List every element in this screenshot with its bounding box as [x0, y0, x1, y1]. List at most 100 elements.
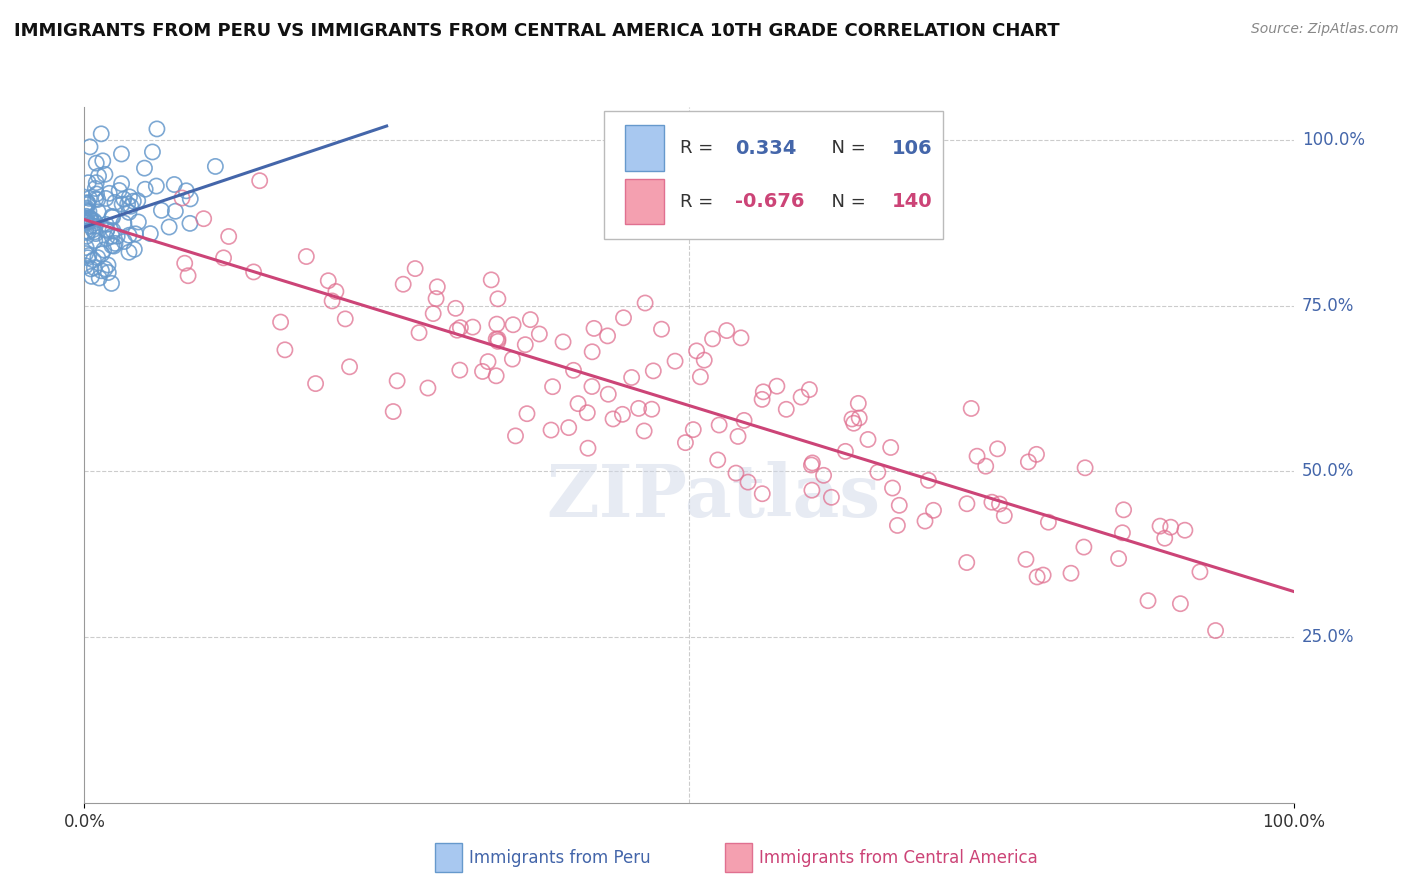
Point: [75, 229, 97, 244]
Point: [1017, 455, 1039, 469]
Point: [127, 194, 149, 208]
Point: [416, 381, 439, 395]
Point: [576, 406, 599, 420]
Point: [627, 401, 650, 416]
Point: [96, 231, 118, 245]
Bar: [725, 843, 752, 872]
Point: [766, 379, 789, 393]
Point: [541, 379, 564, 393]
Point: [145, 179, 167, 194]
Point: [1015, 552, 1038, 566]
Point: [1025, 447, 1047, 461]
Point: [866, 465, 889, 479]
Point: [141, 145, 163, 159]
Point: [1112, 503, 1135, 517]
Point: [146, 122, 169, 136]
Point: [87, 204, 110, 219]
Point: [112, 235, 135, 249]
Text: R =: R =: [681, 139, 720, 157]
Point: [124, 227, 146, 241]
Point: [641, 402, 664, 417]
Point: [385, 374, 408, 388]
Point: [335, 312, 357, 326]
Point: [80, 269, 103, 284]
Point: [112, 216, 135, 230]
Point: [118, 205, 141, 219]
Point: [519, 312, 541, 326]
Point: [89, 271, 111, 285]
Point: [834, 444, 856, 458]
Point: [100, 277, 122, 291]
Point: [479, 273, 502, 287]
Point: [633, 424, 655, 438]
Point: [707, 417, 730, 432]
Point: [86, 186, 108, 201]
Point: [404, 261, 426, 276]
Point: [177, 268, 200, 283]
Point: [179, 216, 201, 230]
Point: [98, 186, 121, 201]
Point: [1170, 597, 1192, 611]
Point: [75, 213, 97, 227]
Text: Source: ZipAtlas.com: Source: ZipAtlas.com: [1251, 22, 1399, 37]
Point: [966, 449, 988, 463]
Point: [83, 214, 105, 228]
Point: [127, 215, 149, 229]
Point: [685, 343, 707, 358]
Point: [104, 236, 127, 251]
Point: [90, 264, 112, 278]
Point: [1111, 525, 1133, 540]
Point: [270, 315, 292, 329]
Point: [304, 376, 326, 391]
Point: [90, 127, 112, 141]
Point: [79, 211, 101, 225]
Text: N =: N =: [820, 193, 872, 211]
Point: [103, 239, 125, 253]
Text: Immigrants from Peru: Immigrants from Peru: [468, 849, 651, 867]
Point: [752, 384, 775, 399]
Point: [567, 396, 589, 410]
Point: [122, 194, 145, 209]
Point: [382, 404, 405, 418]
Point: [110, 177, 132, 191]
Point: [820, 491, 842, 505]
Point: [101, 229, 124, 244]
Point: [724, 466, 747, 480]
Point: [1160, 520, 1182, 534]
Point: [79, 212, 101, 227]
Text: Immigrants from Central America: Immigrants from Central America: [759, 849, 1038, 867]
Point: [551, 334, 574, 349]
Point: [730, 331, 752, 345]
Point: [1032, 568, 1054, 582]
Point: [620, 370, 643, 384]
Point: [84, 156, 107, 170]
Point: [801, 456, 824, 470]
Point: [120, 199, 142, 213]
Point: [1074, 460, 1097, 475]
Point: [1060, 566, 1083, 581]
Point: [118, 245, 141, 260]
Point: [218, 229, 240, 244]
Point: [117, 197, 139, 211]
Point: [882, 481, 904, 495]
Point: [75, 203, 97, 218]
Point: [118, 228, 141, 243]
Point: [150, 203, 173, 218]
Point: [737, 475, 759, 490]
Point: [325, 285, 347, 299]
Point: [76, 197, 98, 211]
Point: [124, 243, 146, 257]
Point: [101, 210, 124, 224]
Point: [204, 160, 226, 174]
Point: [80, 213, 103, 227]
Point: [917, 474, 939, 488]
Point: [84, 176, 107, 190]
Point: [82, 222, 104, 236]
Point: [179, 192, 201, 206]
Point: [77, 176, 100, 190]
Point: [956, 497, 979, 511]
Point: [174, 184, 197, 198]
Point: [79, 219, 101, 233]
Point: [485, 332, 508, 346]
Bar: [434, 843, 461, 872]
